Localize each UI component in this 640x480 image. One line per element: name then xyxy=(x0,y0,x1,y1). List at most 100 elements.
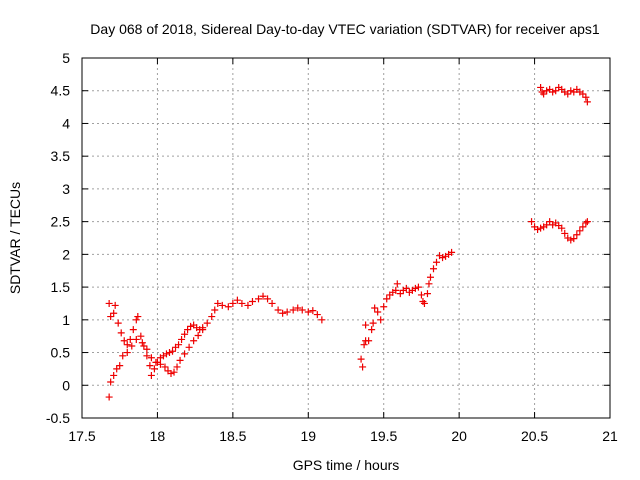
data-point xyxy=(374,308,382,316)
data-point xyxy=(318,316,326,324)
data-point xyxy=(110,309,118,317)
data-point xyxy=(218,301,226,309)
data-point xyxy=(552,87,560,95)
data-point xyxy=(238,299,246,307)
data-point xyxy=(229,299,237,307)
data-point xyxy=(298,306,306,314)
data-point xyxy=(150,365,158,373)
data-point xyxy=(147,371,155,379)
data-point xyxy=(185,343,193,351)
data-point xyxy=(439,254,447,262)
y-tick-label: 3 xyxy=(62,181,70,197)
data-point xyxy=(105,299,113,307)
series-branch-low-a xyxy=(105,292,326,401)
data-point xyxy=(537,224,545,232)
data-point xyxy=(208,313,216,321)
data-point xyxy=(117,329,125,337)
data-point xyxy=(576,227,584,235)
y-tick-label: 5 xyxy=(62,50,70,66)
data-point xyxy=(579,223,587,231)
data-point xyxy=(392,286,400,294)
data-point xyxy=(582,93,590,101)
data-points xyxy=(105,83,591,401)
data-point xyxy=(425,280,433,288)
x-tick-label: 18.5 xyxy=(219,428,246,444)
data-point xyxy=(537,83,545,91)
data-point xyxy=(289,306,297,314)
data-point xyxy=(248,297,256,305)
data-point xyxy=(534,225,542,233)
y-tick-label: 4.5 xyxy=(51,83,71,99)
series-branch-low-b xyxy=(105,299,207,379)
grid-lines xyxy=(82,58,610,418)
data-point xyxy=(113,365,121,373)
plot-frame xyxy=(81,57,611,419)
data-point xyxy=(546,218,554,226)
data-point xyxy=(570,235,578,243)
data-point xyxy=(111,301,119,309)
data-point xyxy=(274,306,282,314)
data-point xyxy=(126,335,134,343)
data-point xyxy=(411,284,419,292)
data-point xyxy=(579,90,587,98)
data-point xyxy=(414,283,422,291)
data-point xyxy=(543,87,551,95)
y-axis-label: SDTVAR / TECUs xyxy=(7,182,23,294)
data-point xyxy=(116,362,124,370)
data-point xyxy=(426,273,434,281)
data-point xyxy=(169,347,177,355)
data-point xyxy=(119,352,127,360)
data-point xyxy=(393,280,401,288)
data-point xyxy=(383,295,391,303)
data-point xyxy=(132,335,140,343)
data-point xyxy=(360,341,368,349)
series-segment-3-low xyxy=(528,218,591,244)
x-tick-label: 18 xyxy=(150,428,166,444)
x-tick-label: 17.5 xyxy=(68,428,95,444)
data-point xyxy=(176,356,184,364)
data-point xyxy=(143,345,151,353)
x-axis-label: GPS time / hours xyxy=(293,457,400,473)
data-point xyxy=(123,349,131,357)
data-point xyxy=(107,313,115,321)
data-point xyxy=(132,316,140,324)
data-point xyxy=(417,291,425,299)
data-point xyxy=(214,299,222,307)
data-point xyxy=(402,284,410,292)
data-point xyxy=(190,337,198,345)
data-point xyxy=(137,332,145,340)
y-tick-label: 0.5 xyxy=(51,345,71,361)
data-point xyxy=(146,362,154,370)
data-point xyxy=(181,350,189,358)
data-point xyxy=(567,236,575,244)
y-tick-label: 1.5 xyxy=(51,279,71,295)
data-point xyxy=(582,219,590,227)
data-point xyxy=(181,330,189,338)
data-point xyxy=(357,355,365,363)
series-segment-3-high xyxy=(537,83,591,106)
data-point xyxy=(528,218,536,226)
data-point xyxy=(564,90,572,98)
x-tick-label: 20.5 xyxy=(521,428,548,444)
data-point xyxy=(371,304,379,312)
data-point xyxy=(368,326,376,334)
data-point xyxy=(583,98,591,106)
data-point xyxy=(173,363,181,371)
data-point xyxy=(161,363,169,371)
data-point xyxy=(194,332,202,340)
data-point xyxy=(162,350,170,358)
data-point xyxy=(165,349,173,357)
data-point xyxy=(583,218,591,226)
data-point xyxy=(255,295,263,303)
data-point xyxy=(175,341,183,349)
chart-title: Day 068 of 2018, Sidereal Day-to-day VTE… xyxy=(90,21,600,37)
data-point xyxy=(199,324,207,332)
data-point xyxy=(359,363,367,371)
data-point xyxy=(167,369,175,377)
data-point xyxy=(540,90,548,98)
data-point xyxy=(120,337,128,345)
data-point xyxy=(147,354,155,362)
data-point xyxy=(558,224,566,232)
data-point xyxy=(283,308,291,316)
y-tick-label: 2.5 xyxy=(51,214,71,230)
